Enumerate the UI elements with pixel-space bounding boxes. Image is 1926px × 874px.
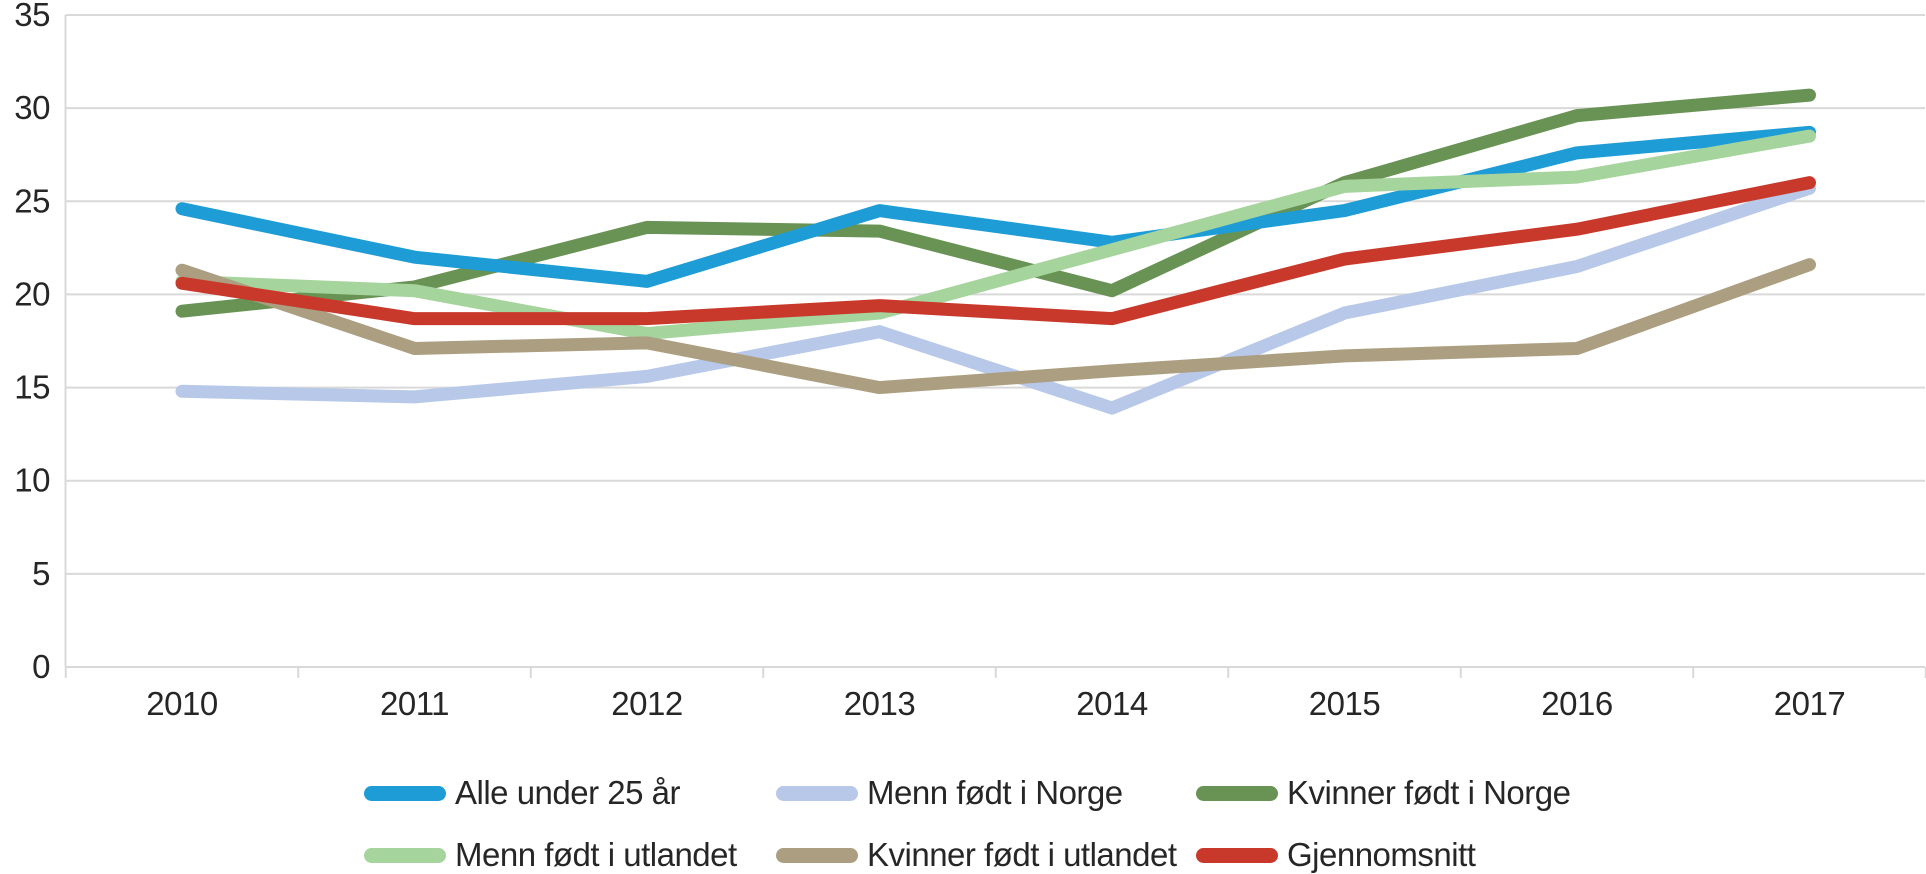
x-axis-label-2017: 2017 bbox=[1774, 685, 1845, 722]
legend-label: Menn født i utlandet bbox=[455, 836, 737, 873]
legend-label: Menn født i Norge bbox=[867, 774, 1123, 811]
legend-label: Alle under 25 år bbox=[455, 774, 680, 811]
y-axis-tick-label: 10 bbox=[14, 462, 50, 499]
legend-swatch-menn-fodt-i-norge bbox=[776, 785, 858, 801]
x-axis-label-2012: 2012 bbox=[611, 685, 682, 722]
y-axis-tick-label: 5 bbox=[32, 555, 50, 592]
series-line-menn-fodt-i-utlandet bbox=[175, 129, 1816, 341]
legend-swatch-alle-under-25-ar bbox=[364, 785, 446, 801]
legend-item-menn-fodt-i-utlandet[interactable]: Menn født i utlandet bbox=[364, 835, 737, 874]
y-axis-tick-label: 0 bbox=[32, 648, 50, 685]
y-axis-tick-label: 15 bbox=[14, 369, 50, 406]
x-axis-labels: 2010 2011 2012 2013 2014 2015 2016 2017 bbox=[146, 685, 1845, 722]
y-axis-tick-label: 25 bbox=[14, 182, 50, 219]
series-line-alle-under-25-ar bbox=[175, 125, 1816, 288]
legend-swatch-menn-fodt-i-utlandet bbox=[364, 847, 446, 863]
x-axis-label-2016: 2016 bbox=[1541, 685, 1612, 722]
y-axis-tick-label: 20 bbox=[14, 275, 50, 312]
x-axis-label-2013: 2013 bbox=[844, 685, 915, 722]
y-axis-tick-label: 30 bbox=[14, 89, 50, 126]
legend-item-kvinner-fodt-i-norge[interactable]: Kvinner født i Norge bbox=[1196, 773, 1571, 813]
legend-item-kvinner-fodt-i-utlandet[interactable]: Kvinner født i utlandet bbox=[776, 835, 1177, 874]
legend-swatch-kvinner-fodt-i-norge bbox=[1196, 785, 1278, 801]
series-line-kvinner-fodt-i-utlandet bbox=[175, 258, 1816, 395]
series-line-gjennomsnitt bbox=[175, 176, 1816, 326]
y-axis-labels: 0 5 10 15 20 25 30 35 bbox=[14, 0, 50, 685]
legend-swatch-kvinner-fodt-i-utlandet bbox=[776, 847, 858, 863]
series-line-menn-fodt-i-norge bbox=[175, 181, 1816, 415]
legend-label: Kvinner født i Norge bbox=[1287, 774, 1571, 811]
x-axis-label-2011: 2011 bbox=[380, 685, 449, 722]
legend-item-menn-fodt-i-norge[interactable]: Menn født i Norge bbox=[776, 773, 1123, 813]
x-axis-label-2010: 2010 bbox=[146, 685, 218, 722]
legend-item-gjennomsnitt[interactable]: Gjennomsnitt bbox=[1196, 835, 1476, 874]
legend-label: Gjennomsnitt bbox=[1287, 836, 1476, 873]
legend-label: Kvinner født i utlandet bbox=[867, 836, 1177, 873]
x-axis-label-2014: 2014 bbox=[1076, 685, 1148, 722]
series-line-kvinner-fodt-i-norge bbox=[175, 88, 1816, 318]
x-axis-label-2015: 2015 bbox=[1309, 685, 1380, 722]
series-lines bbox=[175, 88, 1816, 415]
legend-item-alle-under-25-ar[interactable]: Alle under 25 år bbox=[364, 773, 680, 813]
y-axis-tick-label: 35 bbox=[14, 0, 50, 33]
legend-swatch-gjennomsnitt bbox=[1196, 847, 1278, 863]
